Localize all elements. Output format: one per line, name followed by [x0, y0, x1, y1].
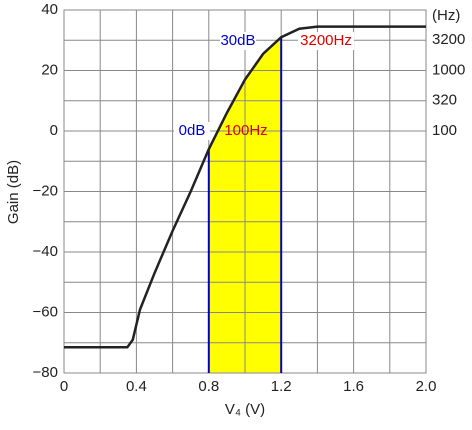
x-tick-label: 1.6: [343, 378, 364, 395]
annotation: 30dB: [220, 32, 255, 49]
gain-curve: [64, 25, 426, 349]
annotation-bg: [174, 122, 210, 140]
x-tick-label: 2.0: [416, 378, 437, 395]
plot-frame: [63, 9, 427, 374]
annotation: 100Hz: [224, 122, 267, 139]
annotation-bg: [220, 32, 256, 50]
y2-tick-label: 320: [432, 91, 457, 108]
y-tick-label: 0: [50, 122, 58, 139]
x-tick-label: 0.4: [126, 378, 147, 395]
annotation-bg: [298, 32, 354, 50]
y-tick-label: −20: [33, 182, 58, 199]
y2-tick-label: 3200: [432, 31, 465, 48]
y2-tick-label: 100: [432, 122, 457, 139]
y-tick-label: −40: [33, 243, 58, 260]
annotation: 3200Hz: [300, 32, 352, 49]
y-tick-label: 40: [41, 1, 58, 18]
x-axis-label: V₄ (V): [225, 401, 265, 418]
x-tick-label: 0.8: [198, 378, 219, 395]
x-tick-label: 0: [60, 378, 68, 395]
y-tick-label: −80: [33, 364, 58, 381]
y-axis-label: Gain (dB): [5, 160, 22, 224]
y-tick-label: −60: [33, 303, 58, 320]
annotation: 0dB: [179, 122, 206, 139]
x-tick-label: 1.2: [271, 378, 292, 395]
y-tick-label: 20: [41, 61, 58, 78]
y2-tick-label: 1000: [432, 61, 465, 78]
y2-axis-label: (Hz): [432, 7, 460, 24]
